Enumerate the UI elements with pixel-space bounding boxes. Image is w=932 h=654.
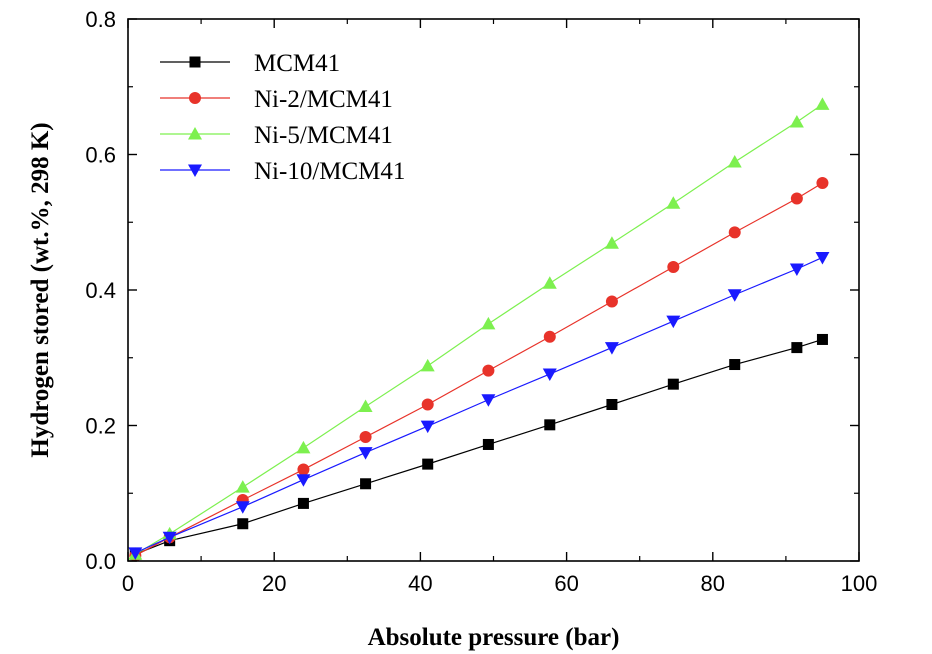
x-tick-label: 40 <box>408 571 432 596</box>
legend-entry: MCM41 <box>160 50 340 77</box>
series-ni-10-mcm41 <box>128 251 830 560</box>
legend: MCM41 Ni-2/MCM41 Ni-5/MCM41 Ni-10/MCM41 <box>160 50 405 185</box>
axes: 0 20 40 60 80 100 0.0 0.2 0.4 0.6 0.8 <box>85 7 877 596</box>
data-point <box>727 289 742 302</box>
series-mcm41 <box>129 333 828 560</box>
data-point <box>728 226 741 239</box>
y-tick-label: 0.4 <box>85 278 116 303</box>
legend-label: MCM41 <box>254 50 340 77</box>
data-point <box>481 316 496 330</box>
data-point <box>360 478 372 490</box>
x-tick-label: 60 <box>554 571 578 596</box>
data-point <box>816 176 829 189</box>
legend-label: Ni-2/MCM41 <box>254 86 393 113</box>
legend-entry: Ni-5/MCM41 <box>160 122 393 149</box>
data-point <box>543 330 556 343</box>
data-point <box>162 531 177 545</box>
legend-entry: Ni-10/MCM41 <box>160 158 405 185</box>
data-point <box>235 480 250 493</box>
y-tick-label: 0.2 <box>85 414 116 439</box>
series-ni-5-mcm41 <box>128 97 830 560</box>
data-point <box>359 431 372 444</box>
x-tick-label: 80 <box>701 571 725 596</box>
data-point <box>297 497 309 509</box>
legend-marker <box>189 56 201 68</box>
data-point <box>420 358 435 372</box>
data-point <box>606 398 618 410</box>
data-point <box>815 97 830 110</box>
legend-marker <box>188 164 202 177</box>
data-point <box>727 154 742 168</box>
data-point <box>482 364 495 377</box>
data-point <box>790 192 803 205</box>
data-point <box>481 394 496 407</box>
data-point <box>358 447 373 460</box>
data-point <box>420 420 435 434</box>
data-point <box>542 368 557 382</box>
plot-frame <box>127 18 860 562</box>
x-tick-label: 20 <box>262 571 286 596</box>
legend-label: Ni-5/MCM41 <box>254 122 393 149</box>
y-tick-label: 0.0 <box>85 549 116 574</box>
data-point <box>358 399 373 413</box>
data-point <box>667 378 679 390</box>
data-point <box>666 196 681 209</box>
series-ni-2-mcm41 <box>129 176 829 562</box>
data-point <box>604 236 619 249</box>
data-point <box>815 251 830 265</box>
series-line <box>135 103 823 555</box>
y-axis-title: Hydrogen stored (wt.%, 298 K) <box>27 122 54 457</box>
data-point <box>542 276 557 289</box>
data-point <box>729 359 741 371</box>
y-tick-label: 0.6 <box>85 143 116 168</box>
legend-marker <box>188 127 202 140</box>
data-point <box>297 463 310 476</box>
data-point <box>482 438 494 450</box>
y-tick-label: 0.8 <box>85 7 116 32</box>
data-point <box>789 114 804 128</box>
data-point <box>296 474 311 487</box>
series-line <box>135 256 823 554</box>
data-point <box>789 263 804 276</box>
data-point <box>816 333 828 345</box>
x-axis-title: Absolute pressure (bar) <box>368 624 620 651</box>
x-tick-label: 0 <box>122 571 134 596</box>
data-point <box>604 342 619 355</box>
data-point <box>422 458 434 470</box>
legend-entry: Ni-2/MCM41 <box>160 86 393 113</box>
data-point <box>237 518 249 530</box>
plot-area <box>128 97 830 562</box>
data-point <box>791 342 803 354</box>
data-point <box>666 315 681 329</box>
data-point <box>605 295 618 308</box>
legend-label: Ni-10/MCM41 <box>254 158 405 185</box>
data-point <box>667 260 680 273</box>
legend-marker <box>189 92 201 104</box>
x-tick-label: 100 <box>841 571 878 596</box>
data-point <box>296 440 311 454</box>
data-point <box>235 501 250 514</box>
data-point <box>421 398 434 411</box>
data-point <box>544 419 556 431</box>
data-point <box>128 547 143 560</box>
